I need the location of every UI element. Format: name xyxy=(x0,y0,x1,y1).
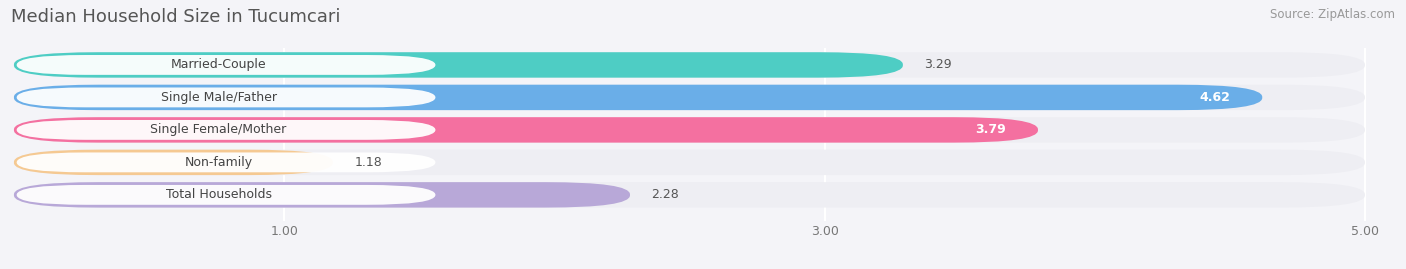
Text: 2.28: 2.28 xyxy=(651,188,679,201)
FancyBboxPatch shape xyxy=(17,185,436,205)
FancyBboxPatch shape xyxy=(17,87,436,107)
FancyBboxPatch shape xyxy=(17,55,436,75)
FancyBboxPatch shape xyxy=(14,182,1365,208)
FancyBboxPatch shape xyxy=(14,150,1365,175)
Text: 1.18: 1.18 xyxy=(354,156,382,169)
FancyBboxPatch shape xyxy=(14,85,1263,110)
FancyBboxPatch shape xyxy=(14,150,333,175)
Text: Single Male/Father: Single Male/Father xyxy=(160,91,277,104)
FancyBboxPatch shape xyxy=(14,182,630,208)
Text: Median Household Size in Tucumcari: Median Household Size in Tucumcari xyxy=(11,8,340,26)
Text: Source: ZipAtlas.com: Source: ZipAtlas.com xyxy=(1270,8,1395,21)
Text: Single Female/Mother: Single Female/Mother xyxy=(150,123,287,136)
FancyBboxPatch shape xyxy=(14,52,903,78)
Text: 3.79: 3.79 xyxy=(974,123,1005,136)
FancyBboxPatch shape xyxy=(14,117,1365,143)
Text: Non-family: Non-family xyxy=(184,156,253,169)
FancyBboxPatch shape xyxy=(14,52,1365,78)
Text: Married-Couple: Married-Couple xyxy=(170,58,266,72)
Text: 4.62: 4.62 xyxy=(1199,91,1230,104)
FancyBboxPatch shape xyxy=(17,120,436,140)
FancyBboxPatch shape xyxy=(14,85,1365,110)
Text: Total Households: Total Households xyxy=(166,188,271,201)
FancyBboxPatch shape xyxy=(14,117,1038,143)
Text: 3.29: 3.29 xyxy=(925,58,952,72)
FancyBboxPatch shape xyxy=(17,153,436,172)
